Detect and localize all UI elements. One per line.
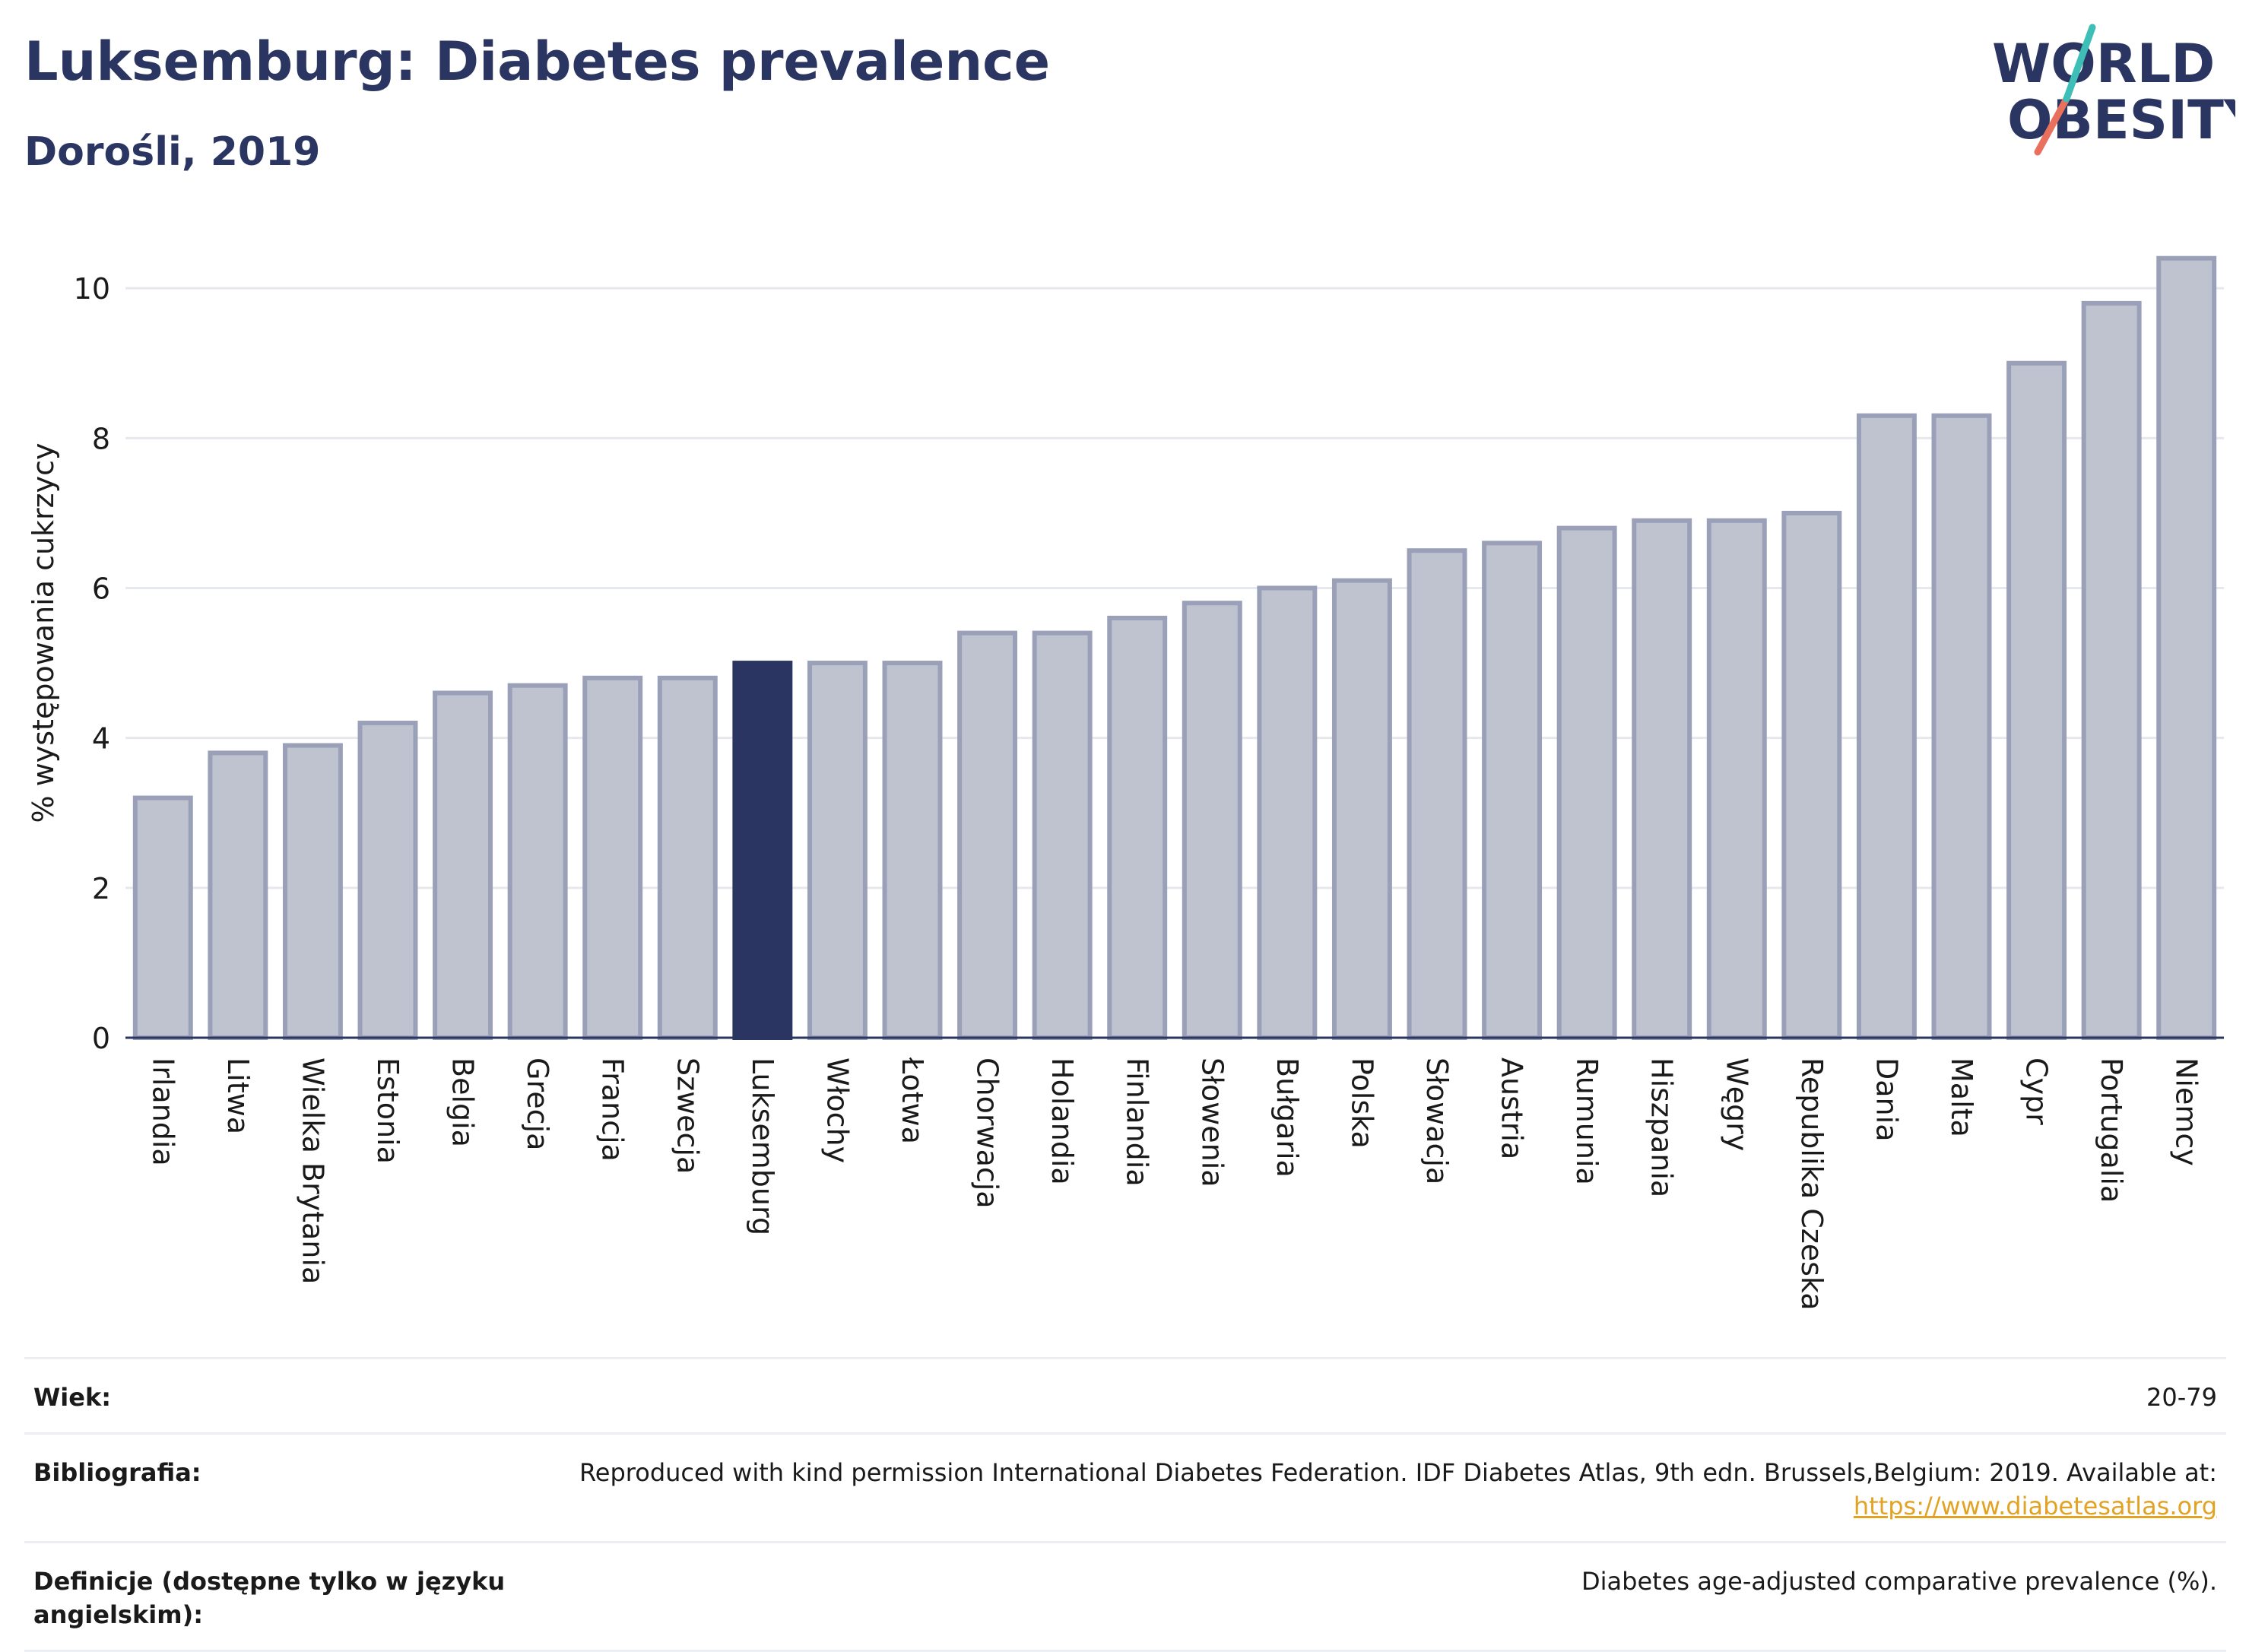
x-tick-label: Grecja xyxy=(521,1057,554,1150)
bar-highlight xyxy=(732,661,793,1041)
world-obesity-logo: WORLD OBESITY xyxy=(1992,24,2235,156)
x-tick-label: Republika Czeska xyxy=(1795,1057,1829,1311)
bibliography-label: Bibliografia: xyxy=(33,1458,201,1487)
x-tick-label: Rumunia xyxy=(1570,1057,1603,1185)
meta-row-age: Wiek: 20-79 xyxy=(24,1357,2226,1432)
bar xyxy=(957,630,1018,1040)
bar xyxy=(1781,510,1842,1041)
x-tick-label: Irlandia xyxy=(146,1057,179,1166)
meta-row-bibliography: Bibliografia: Reproduced with kind permi… xyxy=(24,1432,2226,1541)
definition-label: Definicje (dostępne tylko w języku angie… xyxy=(33,1567,506,1629)
bar xyxy=(582,675,643,1041)
chart-subtitle: Dorośli, 2019 xyxy=(24,129,321,175)
definition-value: Diabetes age-adjusted comparative preval… xyxy=(1581,1567,2217,1596)
bar xyxy=(1257,585,1318,1040)
x-tick-label: Niemcy xyxy=(2170,1057,2203,1166)
bar xyxy=(2006,360,2067,1041)
x-tick-label: Francja xyxy=(596,1057,630,1162)
bibliography-value: Reproduced with kind permission Internat… xyxy=(579,1456,2217,1523)
age-label: Wiek: xyxy=(33,1383,112,1412)
x-tick-label: Belgia xyxy=(446,1057,480,1147)
chart-title: Luksemburg: Diabetes prevalence xyxy=(24,30,1051,93)
logo-line1: WORLD xyxy=(1992,33,2215,95)
y-tick-label: 0 xyxy=(92,1022,110,1055)
y-axis-label: % występowania cukrzycy xyxy=(27,443,60,823)
y-tick-label: 6 xyxy=(92,572,110,605)
x-tick-label: Bułgaria xyxy=(1270,1057,1304,1178)
x-tick-label: Holandia xyxy=(1045,1057,1079,1185)
meta-row-definition: Definicje (dostępne tylko w języku angie… xyxy=(24,1541,2226,1652)
x-tick-label: Łotwa xyxy=(896,1057,929,1144)
bar xyxy=(1482,541,1543,1041)
x-tick-label: Austria xyxy=(1496,1057,1529,1159)
bibliography-text: Reproduced with kind permission Internat… xyxy=(579,1458,2217,1487)
bar xyxy=(2156,255,2217,1040)
bar xyxy=(807,661,868,1041)
bar xyxy=(132,795,193,1041)
x-tick-label: Wielka Brytania xyxy=(296,1057,329,1284)
y-tick-label: 4 xyxy=(92,722,110,756)
y-tick-label: 2 xyxy=(92,872,110,905)
bar xyxy=(657,675,718,1041)
bar xyxy=(1182,601,1242,1040)
y-tick-label: 8 xyxy=(92,422,110,455)
x-tick-label: Słowenia xyxy=(1195,1057,1229,1187)
x-tick-label: Hiszpania xyxy=(1645,1057,1679,1197)
x-tick-label: Słowacja xyxy=(1420,1057,1454,1184)
y-tick-label: 10 xyxy=(74,272,110,306)
x-tick-label: Malta xyxy=(1945,1057,1978,1137)
bar xyxy=(357,720,418,1041)
x-tick-label: Portugalia xyxy=(2095,1057,2128,1203)
bar xyxy=(1706,518,1767,1040)
bar xyxy=(208,750,268,1041)
bar xyxy=(1107,615,1168,1040)
bar xyxy=(282,743,343,1040)
bar xyxy=(1331,578,1392,1040)
x-tick-label: Chorwacja xyxy=(971,1057,1004,1209)
bar xyxy=(1931,413,1992,1040)
bar xyxy=(882,661,943,1041)
bar-chart: 0 2 4 6 8 10 % występowania cukrzycy Irlandia Li… xyxy=(27,255,2224,1311)
bar xyxy=(1407,548,1467,1040)
x-tick-label: Finlandia xyxy=(1121,1057,1154,1187)
bar xyxy=(433,690,493,1041)
bar xyxy=(2081,300,2142,1040)
bar xyxy=(1556,525,1617,1041)
x-tick-label: Polska xyxy=(1345,1057,1378,1149)
x-tick-label: Cypr xyxy=(2020,1057,2054,1125)
metadata-table: Wiek: 20-79 Bibliografia: Reproduced wit… xyxy=(24,1357,2226,1652)
bar xyxy=(1032,630,1093,1040)
x-tick-label: Luksemburg xyxy=(746,1057,779,1235)
bar xyxy=(507,683,568,1040)
x-tick-label: Włochy xyxy=(820,1057,854,1163)
diabetes-atlas-link[interactable]: https://www.diabetesatlas.org xyxy=(1853,1492,2217,1520)
x-tick-label: Dania xyxy=(1870,1057,1903,1141)
bar xyxy=(1632,518,1692,1040)
x-tick-label: Estonia xyxy=(371,1057,404,1164)
bar xyxy=(1856,413,1917,1040)
age-value: 20-79 xyxy=(2146,1383,2217,1412)
x-tick-label: Litwa xyxy=(221,1057,255,1134)
x-tick-label: Węgry xyxy=(1720,1057,1753,1151)
x-tick-label: Szwecja xyxy=(671,1057,704,1174)
